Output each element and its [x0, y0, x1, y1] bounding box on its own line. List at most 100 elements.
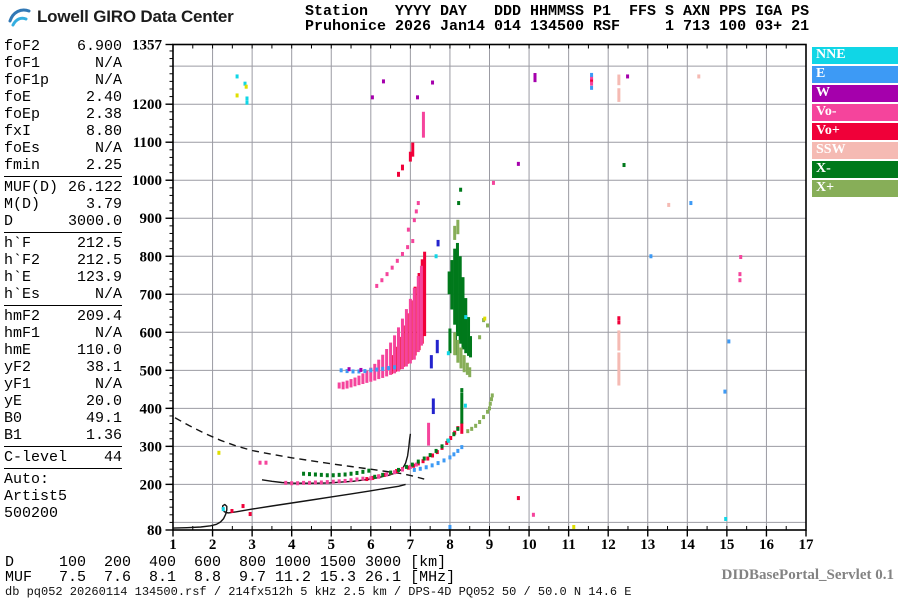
param-label: yF1	[4, 376, 32, 393]
param-label: fmin	[4, 157, 41, 174]
x-tick-label: 13	[640, 537, 655, 553]
x-tick-label: 14	[680, 537, 696, 553]
param-label: 500200	[4, 505, 59, 522]
series-x-minus-streaks	[447, 242, 473, 424]
param-row: C-level 44	[4, 449, 122, 466]
param-value: 3.79	[85, 196, 122, 213]
series-deep-blue-streaks	[429, 239, 440, 415]
param-label: h`F2	[4, 252, 41, 269]
param-row: foEp 2.38	[4, 106, 122, 123]
x-tick-label: 17	[799, 537, 815, 553]
series-o-trace-F	[261, 433, 412, 484]
station-header-line2: Pruhonice 2026 Jan14 014 134500 RSF 1 71…	[305, 18, 810, 35]
series-unsectored-echoes	[217, 84, 576, 529]
y-tick-label: 700	[140, 287, 163, 303]
param-value: N/A	[94, 376, 122, 393]
y-tick-label: 1357	[132, 38, 163, 54]
param-value: 49.1	[85, 410, 122, 427]
legend-item-NNE: NNE	[812, 47, 898, 64]
x-tick-label: 3	[248, 537, 256, 553]
series-ssw-echoes	[667, 74, 701, 207]
series-x-plus-streaks	[453, 219, 472, 378]
param-value: 212.5	[76, 235, 122, 252]
series-w-streaks	[533, 73, 537, 83]
station-header-line1: Station YYYY DAY DDD HHMMSS P1 FFS S AXN…	[305, 3, 810, 20]
x-tick-label: 5	[328, 537, 336, 553]
param-row: h`F 212.5	[4, 235, 122, 252]
param-label: Artist5	[4, 488, 68, 505]
param-separator	[4, 232, 122, 233]
x-tick-label: 7	[407, 537, 415, 553]
y-tick-label: 800	[140, 249, 163, 265]
param-row: Artist5	[4, 488, 122, 505]
param-row: foF1p N/A	[4, 72, 122, 89]
legend-item-Vo-: Vo-	[812, 104, 898, 121]
param-value: N/A	[94, 72, 122, 89]
param-value: 6.900	[76, 38, 122, 55]
param-row: foE 2.40	[4, 89, 122, 106]
param-value: 209.4	[76, 308, 122, 325]
distance-row: D 100 200 400 600 800 1000 1500 3000 [km…	[5, 554, 447, 571]
param-value: 20.0	[85, 393, 122, 410]
param-row: hmF2 209.4	[4, 308, 122, 325]
servlet-version-label: DIDBasePortal_Servlet 0.1	[721, 567, 894, 583]
series-vo-minus-echoes	[258, 75, 743, 517]
param-label: B0	[4, 410, 23, 427]
x-axis: 1 2 3 4 5 6 7 8 9 10 11 12 13 14 15 16 17	[169, 44, 815, 553]
legend-item-X-: X-	[812, 161, 898, 178]
param-panel: foF2 6.900 foF1 N/A foF1p N/A foE 2.40 foEp 2.38 f…	[4, 38, 122, 522]
legend-item-X+: X+	[812, 180, 898, 197]
param-label: foF1p	[4, 72, 50, 89]
param-separator	[4, 468, 122, 469]
param-label: fxI	[4, 123, 32, 140]
param-label: h`F	[4, 235, 32, 252]
param-value: 123.9	[76, 269, 122, 286]
param-value: 212.5	[76, 252, 122, 269]
y-tick-label: 300	[140, 439, 163, 455]
param-value: N/A	[94, 140, 122, 157]
param-label: Auto:	[4, 471, 50, 488]
param-label: B1	[4, 427, 23, 444]
y-tick-label: 500	[140, 363, 163, 379]
y-tick-label: 1200	[132, 97, 162, 113]
param-separator	[4, 446, 122, 447]
x-tick-label: 2	[209, 537, 217, 553]
param-label: yF2	[4, 359, 32, 376]
param-row: Auto:	[4, 471, 122, 488]
param-row: fxI 8.80	[4, 123, 122, 140]
series-ssw-streaks	[617, 74, 621, 386]
x-tick-label: 15	[719, 537, 734, 553]
legend-item-SSW: SSW	[812, 142, 898, 159]
x-tick-label: 1	[169, 537, 177, 553]
param-label: yE	[4, 393, 23, 410]
param-label: h`Es	[4, 286, 41, 303]
param-label: foE	[4, 89, 32, 106]
legend-item-Vo+: Vo+	[812, 123, 898, 140]
direction-legend: NNE E W Vo- Vo+ SSW X- X+	[812, 47, 898, 199]
legend-item-E: E	[812, 66, 898, 83]
param-row: foF2 6.900	[4, 38, 122, 55]
series-nne-echoes	[221, 74, 728, 521]
param-row: yE 20.0	[4, 393, 122, 410]
x-tick-label: 12	[601, 537, 616, 553]
brand-text: Lowell GIRO Data Center	[37, 7, 234, 26]
brand-logo: Lowell GIRO Data Center	[7, 5, 234, 29]
param-label: foEp	[4, 106, 41, 123]
param-label: foF1	[4, 55, 41, 72]
param-row: foEs N/A	[4, 140, 122, 157]
param-value: N/A	[94, 55, 122, 72]
y-tick-label: 200	[140, 477, 163, 493]
y-tick-label: 900	[140, 211, 163, 227]
param-label: foEs	[4, 140, 41, 157]
param-row: 500200	[4, 505, 122, 522]
x-tick-label: 6	[367, 537, 375, 553]
param-separator	[4, 305, 122, 306]
plot-grid	[173, 44, 806, 530]
series-x-minus-echoes	[302, 163, 626, 479]
muf-row: MUF 7.5 7.6 8.1 8.8 9.7 11.2 15.3 26.1 […	[5, 569, 456, 586]
param-value: 2.25	[85, 157, 122, 174]
series-vo-minus-streaks	[337, 111, 431, 446]
param-value: 8.80	[85, 123, 122, 140]
